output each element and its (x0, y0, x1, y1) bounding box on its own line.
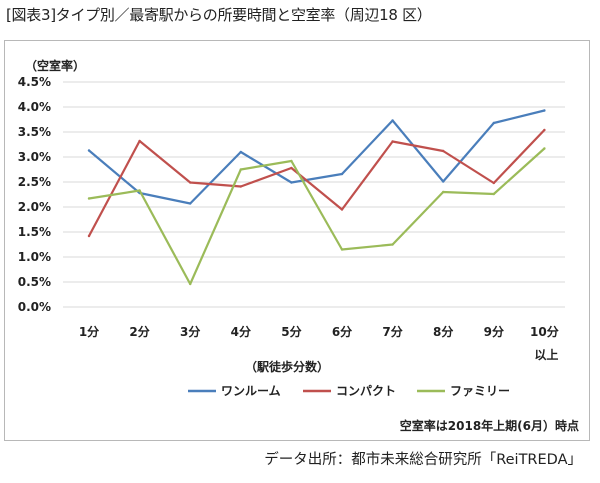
data-point (138, 189, 141, 192)
y-tick-label: 4.0% (18, 100, 51, 114)
y-tick-label: 3.0% (18, 150, 51, 164)
data-point (340, 172, 344, 176)
y-tick-label: 1.5% (18, 225, 51, 239)
data-point (87, 234, 91, 238)
data-point (189, 181, 192, 184)
x-tick-label: 9分 (484, 324, 504, 339)
data-point (391, 119, 394, 122)
x-tick-note: 以上 (534, 347, 558, 362)
data-point (340, 208, 344, 211)
y-tick-label: 0.0% (18, 300, 51, 314)
chart-note: 空室率は2018年上期(6月）時点 (400, 418, 579, 433)
data-point (138, 139, 141, 143)
y-tick-label: 2.0% (18, 200, 51, 214)
data-point (239, 168, 242, 171)
figure-title: [図表3]タイプ別／最寄駅からの所要時間と空室率（周辺18 区） (6, 6, 432, 24)
x-tick-label: 3分 (180, 324, 200, 339)
data-point (492, 181, 495, 185)
legend-label: ワンルーム (221, 384, 281, 398)
data-point (239, 185, 242, 188)
data-point (87, 197, 91, 200)
data-point (442, 180, 445, 183)
data-point (442, 149, 445, 153)
x-tick-label: 10分 (530, 324, 559, 339)
data-point (391, 140, 394, 143)
y-tick-label: 0.5% (18, 275, 51, 289)
data-point (189, 202, 192, 205)
y-tick-label: 4.5% (18, 75, 51, 89)
data-point (543, 128, 546, 132)
series-line-1 (87, 109, 546, 205)
data-point (442, 190, 445, 194)
y-tick-label: 3.5% (18, 125, 51, 139)
data-point (87, 149, 91, 152)
x-axis-label: （駅徒歩分数） (245, 359, 329, 374)
y-tick-label: 2.5% (18, 175, 51, 189)
x-tick-label: 8分 (433, 324, 453, 339)
data-point (492, 121, 495, 125)
series-line-2 (87, 128, 546, 238)
data-point (340, 248, 344, 251)
x-tick-label: 4分 (231, 324, 251, 339)
data-point (543, 109, 546, 112)
y-tick-label: 1.0% (18, 250, 51, 264)
x-tick-label: 7分 (382, 324, 402, 339)
legend-label: コンパクト (336, 384, 396, 398)
x-tick-label: 6分 (332, 324, 352, 339)
x-tick-label: 2分 (129, 324, 149, 339)
y-axis-label: （空室率） (25, 58, 85, 73)
data-point (543, 147, 546, 150)
series-line-3 (87, 147, 546, 286)
data-point (492, 192, 495, 196)
data-point (239, 150, 242, 154)
data-point (391, 243, 394, 246)
legend-label: ファミリー (450, 384, 510, 398)
line-chart: （空室率） 0.0% 0.5% 1.0% 1.5% 2.0% 2.5% 3.0% 3.5% 4.… (18, 58, 579, 433)
data-point (189, 282, 192, 286)
x-tick-label: 1分 (79, 324, 99, 339)
chart-frame: （空室率） 0.0% 0.5% 1.0% 1.5% 2.0% 2.5% 3.0% 3.5% 4.… (4, 40, 590, 441)
x-tick-label: 5分 (281, 324, 301, 339)
source-caption: データ出所：都市未来総合研究所「ReiTREDA」 (264, 452, 582, 468)
data-point (290, 166, 293, 170)
data-point (290, 159, 293, 163)
data-point (290, 181, 293, 184)
